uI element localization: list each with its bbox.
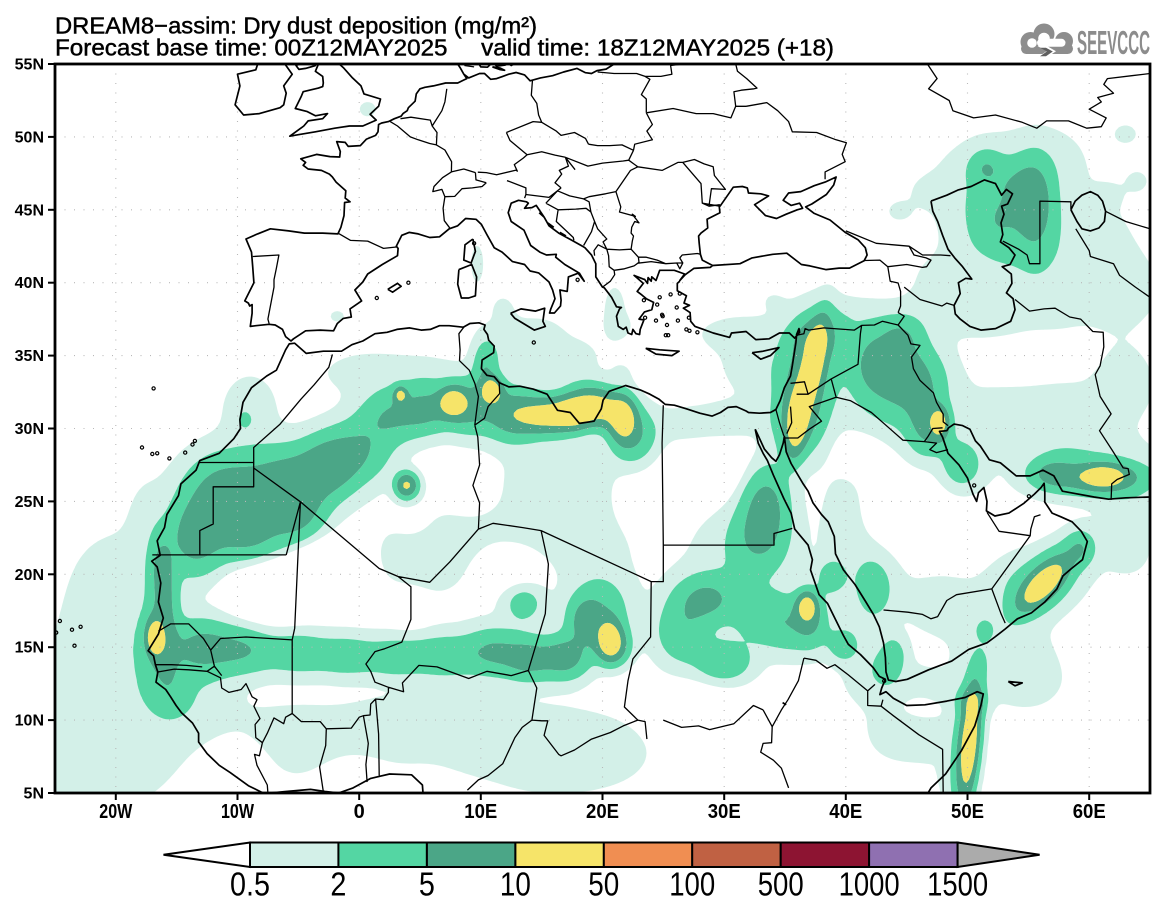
svg-text:10N: 10N xyxy=(15,713,44,730)
svg-text:45N: 45N xyxy=(15,202,44,219)
svg-text:SEEVCCC: SEEVCCC xyxy=(1077,24,1150,61)
svg-text:40E: 40E xyxy=(829,801,862,823)
svg-text:35N: 35N xyxy=(15,348,44,365)
svg-text:100: 100 xyxy=(669,866,715,903)
svg-text:500: 500 xyxy=(758,866,804,903)
svg-text:60E: 60E xyxy=(1073,801,1106,823)
svg-text:50: 50 xyxy=(588,866,619,903)
svg-text:40N: 40N xyxy=(15,275,44,292)
svg-text:20N: 20N xyxy=(15,567,44,584)
svg-text:5: 5 xyxy=(419,866,435,903)
svg-text:DREAM8−assim: Dry dust deposit: DREAM8−assim: Dry dust deposition (mg/m²… xyxy=(55,13,537,39)
svg-text:15N: 15N xyxy=(15,640,44,657)
svg-text:30E: 30E xyxy=(708,801,741,823)
svg-text:30N: 30N xyxy=(15,421,44,438)
svg-text:0.5: 0.5 xyxy=(230,866,270,903)
svg-text:10W: 10W xyxy=(221,801,254,823)
svg-text:2: 2 xyxy=(330,866,346,903)
svg-text:Forecast base time: 00Z12MAY20: Forecast base time: 00Z12MAY2025 valid t… xyxy=(55,35,834,61)
svg-text:50N: 50N xyxy=(15,129,44,146)
svg-text:50E: 50E xyxy=(951,801,984,823)
svg-text:1500: 1500 xyxy=(927,866,988,903)
svg-text:25N: 25N xyxy=(15,494,44,511)
svg-text:10: 10 xyxy=(500,866,531,903)
svg-text:10E: 10E xyxy=(464,801,497,823)
svg-text:55N: 55N xyxy=(15,57,44,74)
svg-text:0: 0 xyxy=(354,801,365,823)
svg-text:20E: 20E xyxy=(586,801,619,823)
svg-text:20W: 20W xyxy=(99,801,132,823)
svg-text:1000: 1000 xyxy=(839,866,900,903)
svg-text:5N: 5N xyxy=(24,786,44,803)
